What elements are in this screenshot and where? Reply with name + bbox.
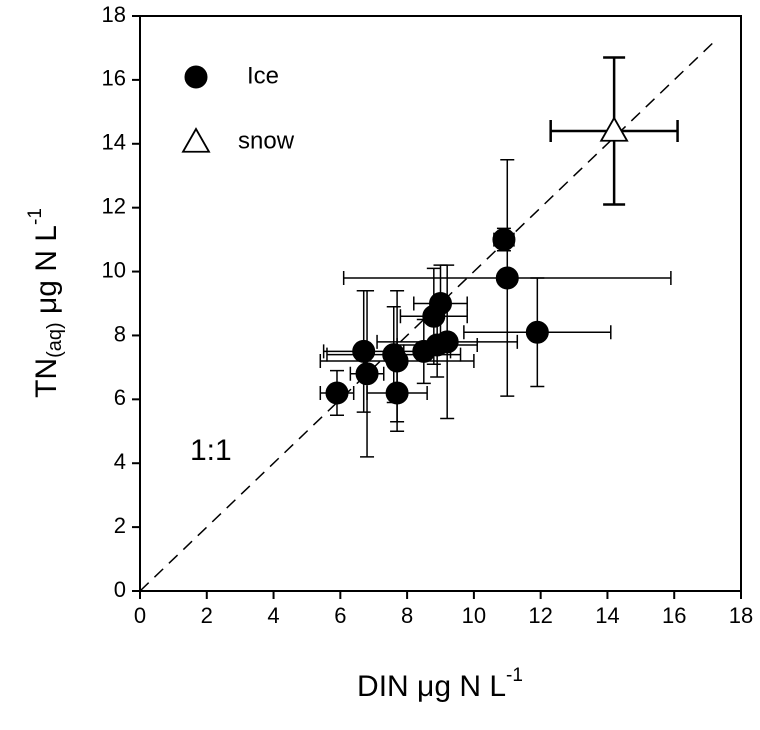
point <box>495 266 519 290</box>
y-tick-label: 18 <box>102 2 126 27</box>
plot-frame <box>139 15 742 592</box>
x-axis-title-main: DIN μg N L <box>357 670 506 703</box>
point <box>355 362 379 386</box>
legend-marker <box>181 127 211 153</box>
legend-label: Ice <box>247 62 279 89</box>
point <box>525 320 549 344</box>
y-tick-label: 4 <box>114 449 126 474</box>
x-tick-label: 2 <box>201 603 213 628</box>
y-axis-title-sup: -1 <box>25 208 46 225</box>
x-axis-title-sup: -1 <box>506 665 523 686</box>
point <box>599 116 629 142</box>
point <box>385 381 409 405</box>
y-tick-label: 14 <box>102 130 126 155</box>
y-tick-label: 8 <box>114 321 126 346</box>
y-tick-label: 12 <box>102 193 126 218</box>
x-tick-label: 16 <box>662 603 686 628</box>
point <box>352 339 376 363</box>
y-axis-title-sub: (aq) <box>44 322 66 358</box>
y-tick-label: 0 <box>114 577 126 602</box>
x-tick-label: 12 <box>528 603 552 628</box>
x-tick-label: 6 <box>334 603 346 628</box>
reference-label: 1:1 <box>190 434 232 467</box>
x-tick-label: 14 <box>595 603 619 628</box>
y-axis-title-main: TN <box>30 358 63 398</box>
y-tick-label: 16 <box>102 66 126 91</box>
point <box>429 292 452 315</box>
legend-marker <box>184 65 208 89</box>
x-axis-title: DIN μg N L-1 <box>357 665 523 703</box>
point <box>492 228 516 252</box>
y-axis-title-rest: μg N L <box>30 225 63 322</box>
y-tick-label: 10 <box>102 257 126 282</box>
point <box>325 381 349 405</box>
y-tick-label: 6 <box>114 385 126 410</box>
point <box>435 330 459 354</box>
x-tick-label: 8 <box>401 603 413 628</box>
x-tick-label: 18 <box>729 603 753 628</box>
legend-label: snow <box>238 127 295 154</box>
y-axis-title: TN(aq) μg N L-1 <box>25 208 66 398</box>
y-tick-label: 2 <box>114 513 126 538</box>
x-tick-label: 10 <box>462 603 486 628</box>
x-tick-label: 0 <box>134 603 146 628</box>
x-tick-label: 4 <box>267 603 279 628</box>
